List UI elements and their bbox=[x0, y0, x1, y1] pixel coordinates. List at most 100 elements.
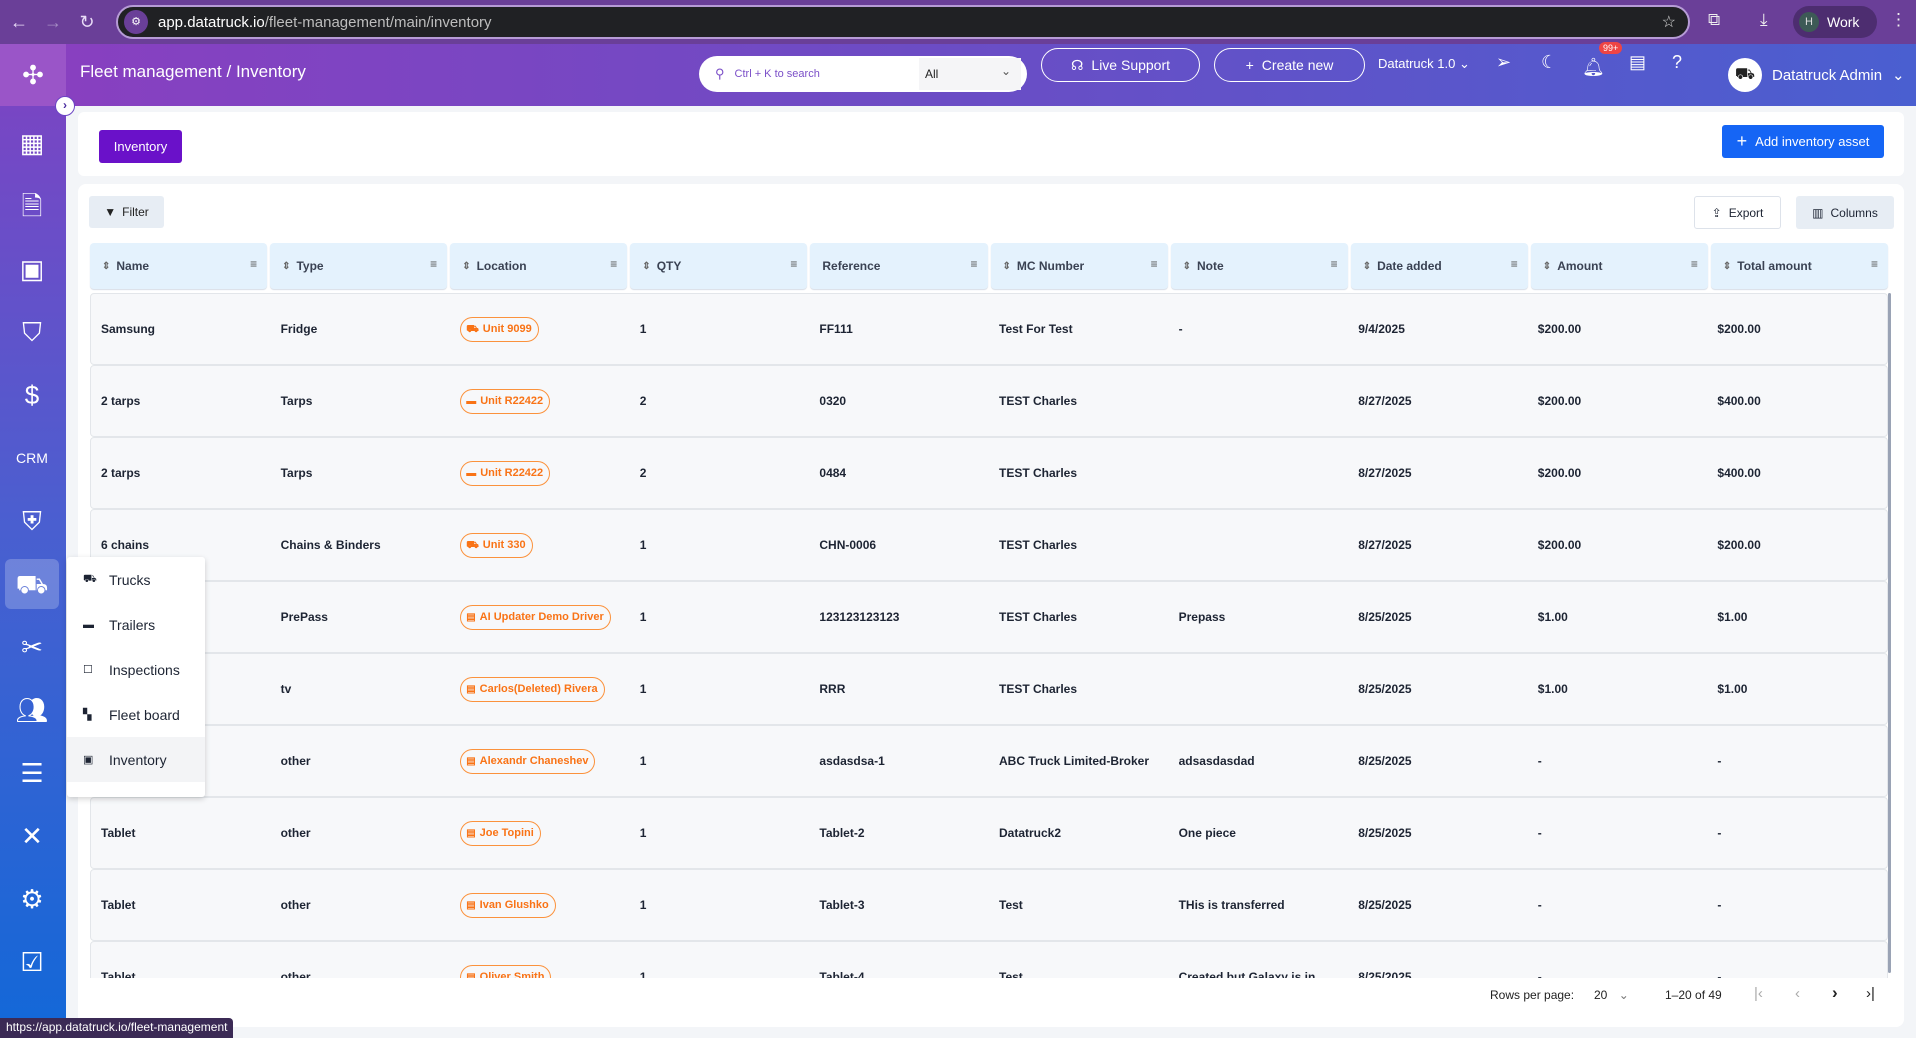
location-chip[interactable]: ▬ Unit R22422 bbox=[460, 460, 551, 486]
add-inventory-asset-button[interactable]: + Add inventory asset bbox=[1722, 125, 1884, 158]
search-input[interactable]: Ctrl + K to search bbox=[734, 68, 820, 80]
column-filter-icon[interactable]: ≡ bbox=[1690, 257, 1698, 271]
column-filter-icon[interactable]: ≡ bbox=[250, 257, 258, 271]
sidebar-item-fleet[interactable]: ⛟ bbox=[5, 559, 59, 609]
sidebar-item-crm[interactable]: CRM bbox=[5, 433, 59, 483]
table-row[interactable]: other ▤ Alexandr Chaneshev 1 asdasdsa-1 ABC T… bbox=[90, 725, 1888, 797]
app-logo[interactable]: ✣ bbox=[0, 44, 66, 106]
column-header-location[interactable]: ⇕ Location ≡ bbox=[450, 243, 628, 289]
download-icon[interactable]: ⤓ bbox=[1760, 10, 1768, 29]
location-chip[interactable]: ▤ Alexandr Chaneshev bbox=[460, 748, 596, 774]
extensions-icon[interactable]: ⧉ bbox=[1708, 10, 1721, 29]
sidebar-item-documents[interactable]: 🗎︎ bbox=[5, 181, 59, 231]
column-header-qty[interactable]: ⇕ QTY ≡ bbox=[630, 243, 808, 289]
previous-page-button[interactable]: ‹ bbox=[1795, 985, 1800, 1002]
send-icon[interactable]: ➢ bbox=[1496, 52, 1512, 72]
location-chip[interactable]: ⛟ Unit 330 bbox=[460, 532, 533, 558]
table-scrollbar[interactable] bbox=[1888, 293, 1891, 973]
column-filter-icon[interactable]: ≡ bbox=[610, 257, 618, 271]
table-row[interactable]: 6 chains Chains & Binders ⛟ Unit 330 1 CHN-00… bbox=[90, 509, 1888, 581]
address-bar[interactable]: ⚙ app.datatruck.io/fleet-management/main… bbox=[116, 5, 1690, 39]
location-chip[interactable]: ▤ Oliver Smith bbox=[460, 964, 552, 978]
version-select[interactable]: Datatruck 1.0 ⌄ bbox=[1378, 56, 1470, 72]
column-filter-icon[interactable]: ≡ bbox=[1330, 257, 1338, 271]
create-new-button[interactable]: + Create new bbox=[1214, 48, 1365, 82]
sidebar-item-maintenance[interactable]: ✂ bbox=[5, 622, 59, 672]
table-row[interactable]: 2 tarps Tarps ▬ Unit R22422 2 0320 TEST Charle… bbox=[90, 365, 1888, 437]
sort-icon[interactable]: ⇕ bbox=[642, 260, 651, 272]
table-body[interactable]: Samsung Fridge ⛟ Unit 9099 1 FF111 Test For Te… bbox=[90, 293, 1888, 978]
help-icon[interactable]: ? bbox=[1672, 52, 1683, 72]
sidebar-item-drivers[interactable]: 👥︎ bbox=[5, 685, 59, 735]
submenu-item-inspections[interactable]: ☐ Inspections bbox=[67, 647, 205, 692]
sidebar-item-calendar[interactable]: ▣ bbox=[5, 244, 59, 294]
sort-icon[interactable]: ⇕ bbox=[282, 260, 291, 272]
sidebar-item-billing[interactable]: $ bbox=[5, 370, 59, 420]
export-button[interactable]: ⇪ Export bbox=[1694, 196, 1781, 229]
last-page-button[interactable]: ›| bbox=[1866, 985, 1875, 1002]
user-menu[interactable]: ⛟ Datatruck Admin ⌄ bbox=[1728, 58, 1905, 92]
column-filter-icon[interactable]: ≡ bbox=[1510, 257, 1518, 271]
submenu-item-inventory[interactable]: ▣ Inventory bbox=[67, 737, 205, 782]
column-filter-icon[interactable]: ≡ bbox=[430, 257, 438, 271]
location-chip[interactable]: ▬ Unit R22422 bbox=[460, 388, 551, 414]
sort-icon[interactable]: ⇕ bbox=[1542, 260, 1552, 272]
sort-icon[interactable]: ⇕ bbox=[1362, 260, 1372, 272]
location-chip[interactable]: ▤ Joe Topini bbox=[460, 820, 541, 846]
bookmark-star-icon[interactable]: ☆ bbox=[1661, 14, 1676, 31]
columns-button[interactable]: ▥ Columns bbox=[1796, 196, 1894, 229]
table-row[interactable]: Tablet other ▤ Oliver Smith 1 Tablet-4 Test Cre… bbox=[90, 941, 1888, 978]
column-filter-icon[interactable]: ≡ bbox=[970, 257, 978, 271]
location-chip[interactable]: ⛟ Unit 9099 bbox=[460, 316, 539, 342]
table-row[interactable]: Tablet other ▤ Joe Topini 1 Tablet-2 Datatruck… bbox=[90, 797, 1888, 869]
column-header-reference[interactable]: Reference ≡ bbox=[810, 243, 988, 289]
column-header-name[interactable]: ⇕ Name ≡ bbox=[90, 243, 268, 289]
column-filter-icon[interactable]: ≡ bbox=[1870, 257, 1878, 271]
browser-menu-icon[interactable]: ⋮ bbox=[1890, 10, 1907, 29]
sidebar-item-integrations[interactable]: ✕ bbox=[5, 811, 59, 861]
table-row[interactable]: Tablet other ▤ Ivan Glushko 1 Tablet-3 Test THi… bbox=[90, 869, 1888, 941]
rows-per-page-select[interactable]: 20 ⌄ bbox=[1594, 988, 1629, 1002]
filter-button[interactable]: ▼ Filter bbox=[89, 196, 164, 228]
column-header-amount[interactable]: ⇕ Amount ≡ bbox=[1530, 243, 1708, 289]
sidebar-item-map[interactable]: ⛉ bbox=[5, 307, 59, 357]
column-header-note[interactable]: ⇕ Note ≡ bbox=[1170, 243, 1348, 289]
sidebar-item-settings[interactable]: ⚙ bbox=[5, 874, 59, 924]
sidebar-item-tasks[interactable]: ☑ bbox=[5, 937, 59, 987]
column-filter-icon[interactable]: ≡ bbox=[790, 257, 798, 271]
table-row[interactable]: Samsung Fridge ⛟ Unit 9099 1 FF111 Test For Te… bbox=[90, 293, 1888, 365]
column-header-mc-number[interactable]: ⇕ MC Number ≡ bbox=[990, 243, 1168, 289]
global-search[interactable]: ⚲ Ctrl + K to search All ⌄ bbox=[699, 56, 1027, 92]
column-filter-icon[interactable]: ≡ bbox=[1150, 257, 1158, 271]
sort-icon[interactable]: ⇕ bbox=[102, 260, 111, 272]
notification-bell-icon[interactable]: 🔔︎ bbox=[1582, 57, 1605, 77]
next-page-button[interactable]: › bbox=[1832, 983, 1838, 1002]
profile-button[interactable]: H Work bbox=[1793, 6, 1877, 38]
sidebar-item-dashboard[interactable]: ▦ bbox=[5, 118, 59, 168]
first-page-button[interactable]: |‹ bbox=[1754, 985, 1763, 1002]
live-support-button[interactable]: ☊ Live Support bbox=[1041, 48, 1200, 82]
table-row[interactable]: 2 tarps Tarps ▬ Unit R22422 2 0484 TEST Charle… bbox=[90, 437, 1888, 509]
submenu-item-fleet-board[interactable]: ▚ Fleet board bbox=[67, 692, 205, 737]
sort-icon[interactable]: ⇕ bbox=[1722, 260, 1732, 272]
sidebar-item-reports[interactable]: ☰ bbox=[5, 748, 59, 798]
back-icon[interactable]: ← bbox=[10, 11, 28, 32]
forward-icon[interactable]: → bbox=[44, 11, 62, 32]
column-header-type[interactable]: ⇕ Type ≡ bbox=[270, 243, 448, 289]
column-header-total-amount[interactable]: ⇕ Total amount ≡ bbox=[1710, 243, 1888, 289]
search-scope-select[interactable]: All ⌄ bbox=[919, 58, 1021, 90]
sort-icon[interactable]: ⇕ bbox=[462, 260, 471, 272]
location-chip[interactable]: ▤ Ivan Glushko bbox=[460, 892, 556, 918]
submenu-item-trucks[interactable]: ⛟ Trucks bbox=[67, 557, 205, 602]
chat-icon[interactable]: ▤ bbox=[1629, 52, 1647, 72]
submenu-item-trailers[interactable]: ▬ Trailers bbox=[67, 602, 205, 647]
site-info-icon[interactable]: ⚙ bbox=[124, 10, 148, 34]
sidebar-item-safety[interactable]: ⛨ bbox=[5, 496, 59, 546]
column-header-date-added[interactable]: ⇕ Date added ≡ bbox=[1350, 243, 1528, 289]
sidebar-expand-button[interactable]: › bbox=[55, 96, 75, 116]
tab-inventory[interactable]: Inventory bbox=[99, 130, 182, 163]
reload-icon[interactable]: ↻ bbox=[79, 11, 95, 32]
location-chip[interactable]: ▤ AI Updater Demo Driver bbox=[460, 604, 611, 630]
sort-icon[interactable]: ⇕ bbox=[1002, 260, 1011, 272]
sort-icon[interactable]: ⇕ bbox=[1182, 260, 1191, 272]
